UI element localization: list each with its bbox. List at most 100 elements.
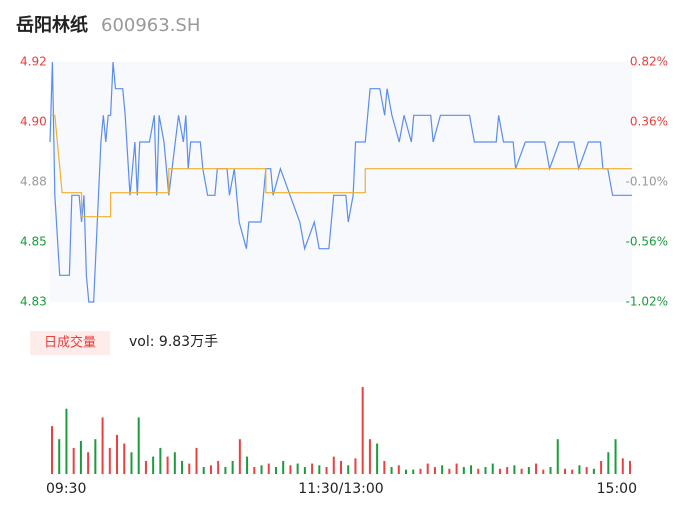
volume-bar xyxy=(123,443,126,474)
volume-bar xyxy=(426,463,429,474)
volume-bar xyxy=(311,463,314,474)
volume-bar xyxy=(448,468,451,474)
volume-bar xyxy=(405,469,408,474)
volume-bar xyxy=(419,468,422,474)
volume-bar xyxy=(592,468,595,474)
volume-bar xyxy=(542,469,545,474)
volume-bar xyxy=(491,463,494,474)
volume-bar xyxy=(462,467,465,474)
volume-bar xyxy=(282,460,285,474)
volume-bar xyxy=(246,456,249,474)
volume-bar xyxy=(614,439,617,474)
volume-bar xyxy=(585,467,588,474)
volume-bar xyxy=(94,439,97,474)
y-tick-label: 4.92 xyxy=(20,55,47,69)
x-tick-label: 09:30 xyxy=(46,481,86,497)
y2-tick-label: 0.82% xyxy=(630,55,668,69)
volume-bar xyxy=(361,387,364,474)
volume-bar xyxy=(571,469,574,474)
volume-bar xyxy=(217,460,220,474)
y-tick-label: 4.83 xyxy=(20,295,47,309)
volume-bar xyxy=(607,452,610,474)
y2-tick-label: -1.02% xyxy=(626,295,668,309)
volume-badge xyxy=(30,331,110,355)
volume-bar xyxy=(318,465,321,474)
stock-name: 岳阳林纸 xyxy=(16,14,88,36)
volume-bar xyxy=(477,468,480,474)
y2-tick-label: 0.36% xyxy=(630,115,668,129)
volume-bar xyxy=(137,417,140,474)
volume-bar xyxy=(238,439,241,474)
volume-bar xyxy=(368,439,371,474)
volume-bar xyxy=(202,467,205,474)
volume-bar xyxy=(65,408,68,474)
volume-bar xyxy=(72,447,75,474)
volume-bar xyxy=(296,463,299,474)
volume-bar xyxy=(354,458,357,474)
volume-bar xyxy=(188,463,191,474)
y-tick-label: 4.90 xyxy=(20,115,47,129)
volume-bar xyxy=(166,456,169,474)
volume-bar xyxy=(498,468,501,474)
volume-bar xyxy=(224,467,227,474)
volume-bar xyxy=(513,465,516,474)
volume-bar xyxy=(535,463,538,474)
volume-bar xyxy=(181,460,184,474)
x-tick-label: 11:30/13:00 xyxy=(298,481,383,497)
volume-bar xyxy=(108,447,111,474)
volume-bar xyxy=(159,447,162,474)
volume-bar xyxy=(253,467,256,474)
volume-bar xyxy=(340,460,342,474)
volume-annotation: vol: 9.83万手 xyxy=(129,334,218,350)
volume-bar xyxy=(195,447,198,474)
volume-bar xyxy=(332,456,335,474)
volume-bar xyxy=(51,426,53,474)
volume-bar xyxy=(441,465,444,474)
volume-bar xyxy=(470,465,473,474)
y2-tick-label: -0.10% xyxy=(626,175,668,189)
y-tick-label: 4.88 xyxy=(20,175,47,189)
volume-bar xyxy=(144,460,147,474)
volume-title: 日成交量 xyxy=(44,335,96,351)
volume-bar xyxy=(209,465,212,474)
x-tick-label: 15:00 xyxy=(597,481,637,497)
volume-bar xyxy=(390,467,393,474)
volume-bar xyxy=(267,463,270,474)
price-line xyxy=(49,61,632,303)
volume-bar xyxy=(455,463,458,474)
y2-tick-label: -0.56% xyxy=(626,235,668,249)
volume-bar xyxy=(274,467,277,474)
volume-bar xyxy=(506,467,509,474)
volume-bar xyxy=(549,467,552,474)
volume-bar xyxy=(87,452,90,474)
volume-bar xyxy=(578,465,581,474)
plot-background xyxy=(50,62,632,302)
volume-bar xyxy=(325,467,328,474)
stock-code: 600963.SH xyxy=(101,15,200,36)
volume-bar xyxy=(347,465,350,474)
volume-bar xyxy=(383,460,386,474)
volume-bar xyxy=(556,439,559,474)
volume-bar xyxy=(116,434,119,474)
volume-bar xyxy=(397,465,400,474)
volume-bar xyxy=(101,417,104,474)
price-line xyxy=(50,114,632,218)
volume-bar xyxy=(289,465,292,474)
volume-bar xyxy=(433,467,436,474)
volume-bar xyxy=(621,458,624,474)
y-tick-label: 4.85 xyxy=(20,235,47,249)
volume-bar xyxy=(412,469,415,474)
volume-bar xyxy=(260,465,263,474)
volume-bar xyxy=(173,452,176,474)
volume-bar xyxy=(231,460,234,474)
volume-bar xyxy=(79,440,82,474)
volume-bar xyxy=(520,468,523,474)
volume-bar xyxy=(600,460,603,474)
volume-bar xyxy=(527,467,530,474)
volume-bar xyxy=(152,456,155,474)
volume-bar xyxy=(563,468,566,474)
volume-bar xyxy=(484,467,487,474)
volume-bar xyxy=(130,452,133,474)
